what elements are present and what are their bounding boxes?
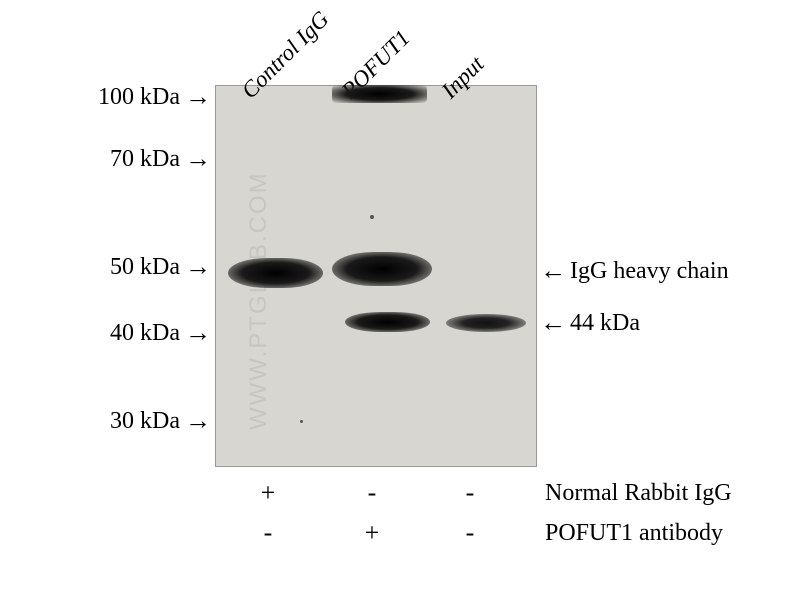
condition-value: + (261, 478, 276, 507)
condition-row-text: POFUT1 antibody (545, 520, 723, 546)
mw-label-30: 30 kDa (60, 408, 180, 435)
condition-cell: - (455, 478, 485, 508)
band-igg-heavy-pofut1 (332, 252, 432, 286)
mw-text: 40 kDa (110, 320, 180, 346)
mw-text: 70 kDa (110, 146, 180, 172)
condition-cell: + (357, 518, 387, 548)
band-well-top (332, 85, 427, 103)
condition-value: - (264, 518, 273, 547)
arrow-icon: → (185, 144, 211, 174)
condition-cell: + (253, 478, 283, 508)
blot-speck (370, 215, 374, 219)
blot-speck (300, 420, 303, 423)
mw-label-50: 50 kDa (60, 254, 180, 281)
mw-text: 50 kDa (110, 254, 180, 280)
arrow-icon: ← (540, 256, 566, 286)
condition-cell: - (357, 478, 387, 508)
arrow-icon: → (185, 82, 211, 112)
condition-value: - (368, 478, 377, 507)
annotation-44kda: 44 kDa (570, 310, 640, 337)
condition-value: - (466, 518, 475, 547)
arrow-icon: → (185, 318, 211, 348)
figure-container: WWW.PTGLAB.COM Control IgG POFUT1 Input … (0, 0, 800, 600)
condition-value: - (466, 478, 475, 507)
mw-label-100: 100 kDa (60, 84, 180, 111)
annotation-text: 44 kDa (570, 310, 640, 336)
band-44kda-input (446, 314, 526, 332)
mw-label-40: 40 kDa (60, 320, 180, 347)
condition-row-label: Normal Rabbit IgG (545, 480, 732, 507)
mw-label-70: 70 kDa (60, 146, 180, 173)
mw-text: 30 kDa (110, 408, 180, 434)
mw-text: 100 kDa (98, 84, 180, 110)
condition-value: + (365, 518, 380, 547)
arrow-icon: → (185, 252, 211, 282)
annotation-igg-heavy: IgG heavy chain (570, 258, 729, 285)
band-44kda-pofut1 (345, 312, 430, 332)
annotation-text: IgG heavy chain (570, 258, 729, 284)
condition-row-text: Normal Rabbit IgG (545, 480, 732, 506)
arrow-icon: → (185, 406, 211, 436)
condition-cell: - (253, 518, 283, 548)
condition-cell: - (455, 518, 485, 548)
arrow-icon: ← (540, 308, 566, 338)
condition-row-label: POFUT1 antibody (545, 520, 723, 547)
band-igg-heavy-control (228, 258, 323, 288)
